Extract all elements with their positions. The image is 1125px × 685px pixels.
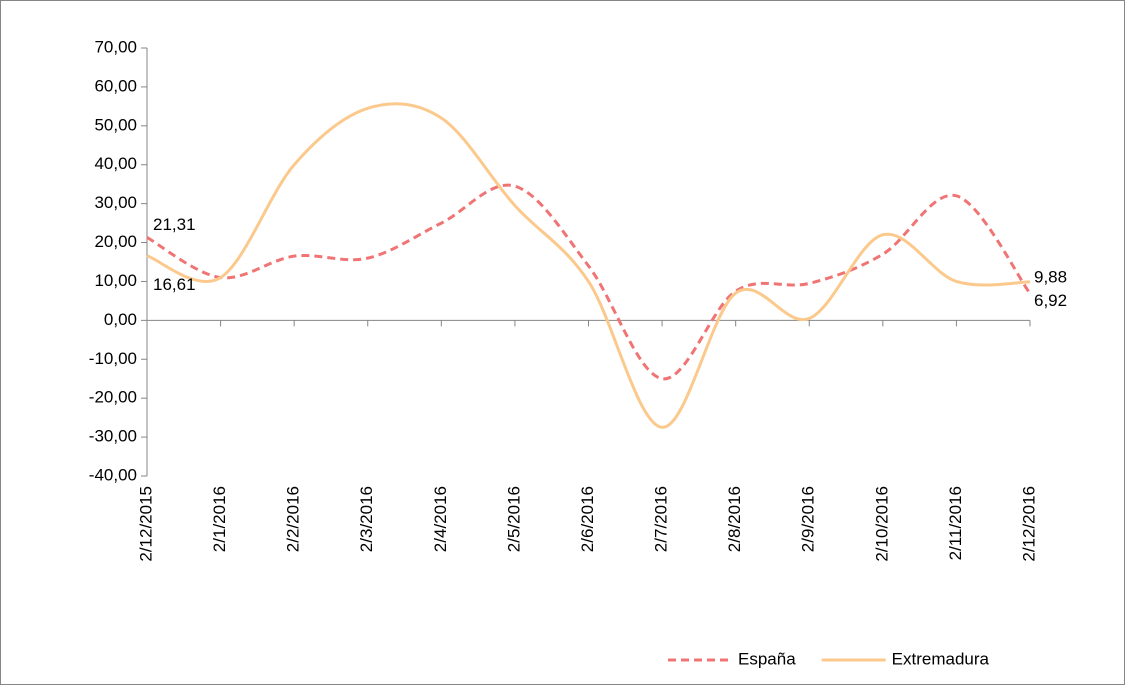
x-tick-label: 2/8/2016 <box>725 486 744 552</box>
y-tick-label: 0,00 <box>104 310 137 329</box>
y-tick-label: -40,00 <box>89 465 137 484</box>
y-tick-label: -10,00 <box>89 349 137 368</box>
x-tick-label: 2/3/2016 <box>357 486 376 552</box>
y-tick-label: 70,00 <box>94 37 137 56</box>
series-line <box>146 102 1031 429</box>
x-tick-label: 2/6/2016 <box>578 486 597 552</box>
x-tick-label: 2/11/2016 <box>946 486 965 560</box>
data-label: 21,31 <box>153 215 196 234</box>
x-tick-label: 2/10/2016 <box>872 486 891 562</box>
x-tick-label: 2/7/2016 <box>652 486 671 552</box>
data-label: 16,61 <box>153 275 196 294</box>
legend-label: España <box>738 649 796 668</box>
x-tick-label: 2/5/2016 <box>504 486 523 552</box>
y-tick-label: -30,00 <box>89 427 137 446</box>
y-tick-label: -20,00 <box>89 388 137 407</box>
x-tick-label: 2/1/2016 <box>210 486 229 552</box>
x-tick-label: 2/9/2016 <box>799 486 818 552</box>
legend-label: Extremadura <box>892 649 990 668</box>
x-tick-label: 2/4/2016 <box>431 486 450 552</box>
y-tick-label: 50,00 <box>94 115 137 134</box>
y-tick-label: 30,00 <box>94 193 137 212</box>
y-tick-label: 40,00 <box>94 154 137 173</box>
y-tick-label: 60,00 <box>94 76 137 95</box>
y-tick-label: 20,00 <box>94 232 137 251</box>
x-tick-label: 2/12/2016 <box>1019 486 1038 562</box>
x-tick-label: 2/12/2015 <box>136 486 155 562</box>
data-label: 6,92 <box>1034 291 1067 310</box>
y-tick-label: 10,00 <box>94 271 137 290</box>
series-line <box>146 183 1032 381</box>
data-label: 9,88 <box>1034 267 1067 286</box>
x-tick-label: 2/2/2016 <box>284 486 303 552</box>
